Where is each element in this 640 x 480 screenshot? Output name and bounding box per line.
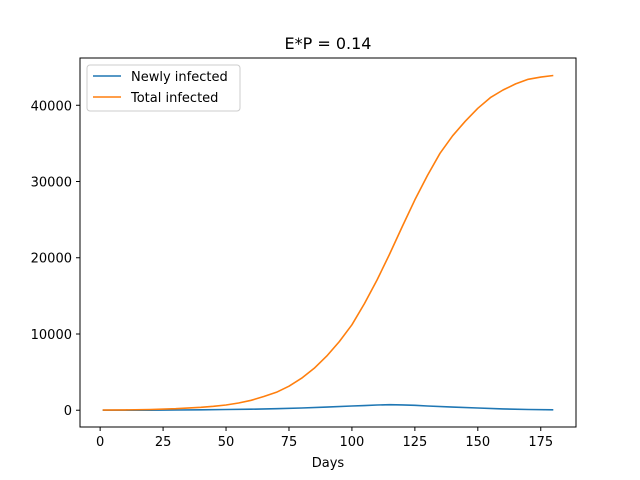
legend-label: Newly infected	[131, 70, 228, 85]
chart-title: E*P = 0.14	[285, 34, 372, 53]
y-tick-label: 10000	[31, 328, 72, 343]
x-tick-label: 75	[281, 435, 298, 450]
x-tick-label: 175	[528, 435, 553, 450]
x-axis-label: Days	[312, 456, 345, 471]
y-tick-label: 20000	[31, 252, 72, 267]
x-tick-label: 125	[402, 435, 427, 450]
x-tick-label: 0	[96, 435, 104, 450]
y-tick-label: 30000	[31, 176, 72, 191]
legend-label: Total infected	[130, 91, 218, 106]
x-tick-label: 150	[465, 435, 490, 450]
x-tick-label: 100	[340, 435, 365, 450]
y-axis: 0 10000 20000 30000 40000	[31, 99, 80, 419]
plot-area	[102, 74, 554, 412]
y-tick-label: 0	[64, 404, 72, 419]
x-tick-label: 25	[155, 435, 172, 450]
x-axis: 0 25 50 75 100 125 150 175	[96, 427, 553, 450]
legend: Newly infected Total infected	[86, 64, 241, 112]
legend-box	[86, 64, 241, 112]
series-line-total-infected	[102, 74, 554, 411]
series-line-newly-infected	[102, 403, 554, 412]
axes-frame	[79, 57, 577, 428]
x-tick-label: 50	[218, 435, 235, 450]
y-tick-label: 40000	[31, 99, 72, 114]
